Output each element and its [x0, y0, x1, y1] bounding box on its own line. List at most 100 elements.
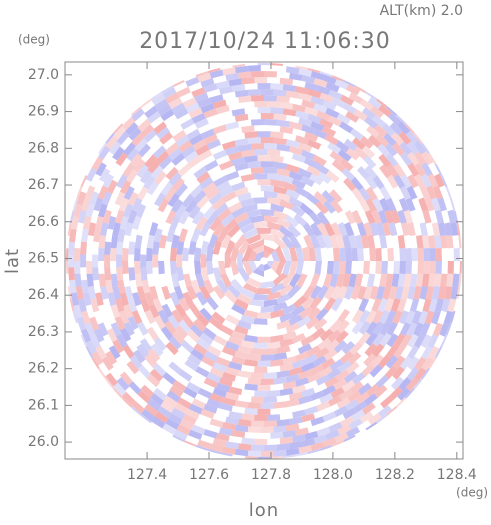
echo-cell [367, 134, 382, 148]
x-tick-label: 128.4 [437, 467, 477, 483]
echo-cell [357, 285, 367, 300]
echo-cell [212, 99, 227, 109]
echo-cell [339, 121, 354, 134]
echo-cell [298, 369, 313, 380]
echo-cell [231, 430, 246, 438]
echo-cell [307, 307, 322, 321]
echo-cell [206, 372, 221, 383]
echo-cell [435, 261, 442, 274]
echo-cell [303, 234, 315, 249]
echo-cell [204, 350, 219, 363]
echo-cell [249, 299, 264, 307]
echo-cell [276, 95, 290, 103]
echo-cell [169, 385, 184, 398]
echo-cell [250, 143, 264, 150]
y-tick-label: 26.6 [28, 214, 59, 230]
echo-cell [279, 283, 294, 297]
echo-cell [117, 228, 126, 243]
echo-cell [414, 151, 427, 166]
echo-cell [246, 209, 261, 218]
echo-cell [393, 333, 406, 348]
echo-cell [372, 197, 384, 213]
echo-cell [405, 247, 412, 261]
echo-cell [392, 142, 405, 156]
echo-cell [443, 310, 454, 325]
echo-cell [176, 86, 191, 98]
echo-cell [234, 113, 249, 122]
echo-cell [209, 443, 224, 453]
echo-cell [122, 163, 135, 178]
echo-cell [434, 235, 442, 249]
echo-cell [218, 160, 234, 171]
echo-cell [305, 316, 320, 330]
echo-cell [301, 75, 316, 84]
echo-cell [186, 285, 198, 300]
echo-cell [228, 335, 243, 346]
echo-cell [444, 286, 453, 300]
echo-cell [244, 407, 258, 415]
echo-cell [384, 209, 395, 224]
echo-cell [393, 344, 406, 359]
echo-cell [329, 319, 343, 333]
echo-cell [353, 146, 368, 160]
echo-cell [131, 132, 145, 147]
echo-cell [330, 387, 345, 399]
echo-cell [101, 191, 113, 206]
echo-cell [317, 285, 329, 300]
echo-cell [264, 396, 278, 403]
echo-cell [248, 249, 257, 261]
echo-cell [324, 285, 336, 300]
echo-cell [254, 366, 268, 373]
echo-cell [344, 210, 357, 225]
echo-cell [126, 360, 140, 375]
echo-cell [307, 113, 322, 124]
echo-cell [363, 353, 377, 367]
echo-cell [169, 291, 181, 307]
echo-cell [189, 324, 204, 338]
echo-cell [112, 339, 124, 354]
echo-cell [285, 90, 300, 99]
echo-cell [382, 222, 392, 236]
echo-cell [112, 286, 121, 300]
echo-cell [422, 298, 432, 313]
echo-cell [202, 206, 216, 220]
echo-cell [321, 385, 337, 397]
echo-cell [237, 143, 252, 152]
echo-cell [197, 72, 212, 83]
echo-cell [140, 298, 150, 313]
echo-cell [123, 304, 134, 319]
echo-cell [337, 222, 348, 237]
echo-cell [372, 321, 385, 336]
echo-cell [168, 172, 182, 186]
echo-cell [285, 423, 300, 432]
echo-cell [228, 386, 243, 396]
echo-cell [337, 424, 352, 436]
echo-cell [351, 309, 364, 324]
echo-cell [416, 235, 424, 249]
echo-cell [458, 273, 462, 287]
echo-cell [85, 203, 95, 218]
echo-cell [422, 273, 430, 287]
echo-cell [209, 217, 222, 232]
echo-cell [243, 334, 258, 343]
echo-cell [293, 295, 308, 309]
echo-cell [409, 273, 418, 287]
echo-cell [318, 366, 333, 378]
echo-cell [304, 131, 319, 142]
echo-cell [194, 247, 202, 261]
echo-cell [350, 176, 364, 191]
echo-cell [132, 215, 142, 230]
echo-cell [273, 113, 287, 121]
echo-cell [228, 361, 243, 371]
echo-cell [264, 191, 278, 199]
echo-cell [339, 350, 354, 364]
echo-cell [407, 162, 420, 177]
echo-cell [419, 322, 431, 337]
echo-cell [365, 321, 378, 336]
echo-cell [207, 234, 218, 249]
echo-cell [346, 426, 361, 438]
echo-cell [112, 222, 121, 236]
echo-cell [288, 146, 303, 156]
echo-cell [200, 267, 209, 282]
echo-cell [165, 341, 179, 356]
